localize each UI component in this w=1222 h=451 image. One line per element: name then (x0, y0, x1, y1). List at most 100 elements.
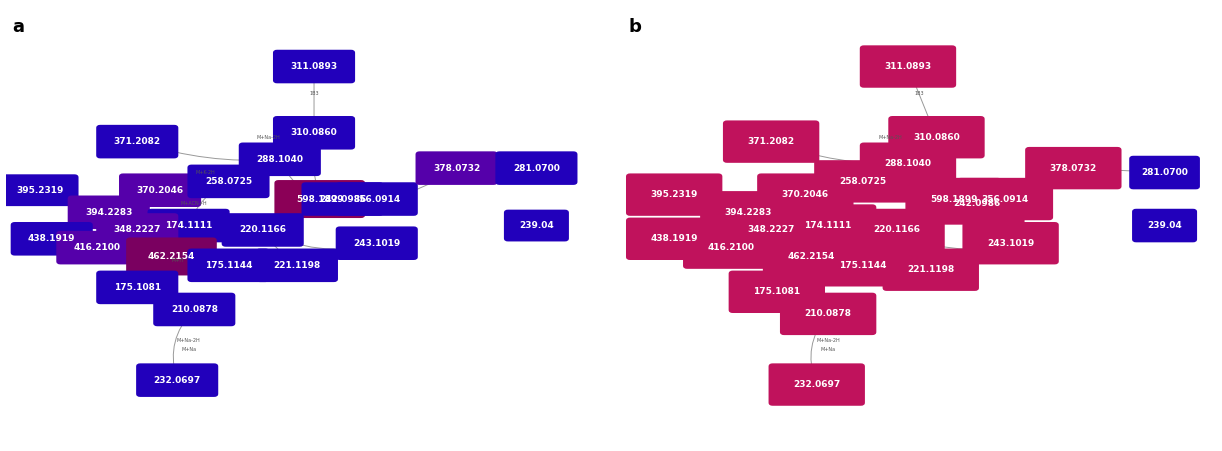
FancyArrowPatch shape (175, 228, 188, 254)
Text: 348.2227: 348.2227 (114, 226, 161, 235)
FancyBboxPatch shape (626, 217, 722, 260)
Text: 221.1198: 221.1198 (274, 261, 320, 270)
Text: 220.1166: 220.1166 (873, 226, 920, 235)
Text: 370.2046: 370.2046 (137, 186, 183, 195)
Text: 394.2283: 394.2283 (86, 208, 132, 217)
FancyBboxPatch shape (126, 238, 216, 276)
FancyBboxPatch shape (626, 174, 722, 216)
FancyBboxPatch shape (814, 160, 910, 202)
FancyBboxPatch shape (723, 120, 819, 163)
Text: M+Na-2H: M+Na-2H (816, 338, 840, 343)
FancyArrowPatch shape (43, 192, 105, 212)
FancyArrowPatch shape (811, 316, 826, 381)
FancyArrowPatch shape (774, 232, 808, 255)
Text: 175.1144: 175.1144 (205, 261, 252, 270)
FancyArrowPatch shape (814, 258, 859, 265)
Text: 242.0986: 242.0986 (319, 194, 367, 203)
FancyArrowPatch shape (139, 143, 276, 161)
Text: 175.1081: 175.1081 (114, 283, 161, 292)
Text: 288.1040: 288.1040 (885, 159, 931, 168)
Text: 370.2046: 370.2046 (782, 190, 829, 199)
Text: 281.0700: 281.0700 (1141, 168, 1188, 177)
Text: 395.2319: 395.2319 (650, 190, 698, 199)
Text: 175.1081: 175.1081 (753, 287, 800, 296)
FancyBboxPatch shape (255, 249, 338, 282)
FancyBboxPatch shape (153, 293, 236, 326)
FancyBboxPatch shape (336, 226, 418, 260)
FancyBboxPatch shape (136, 364, 219, 397)
FancyArrowPatch shape (55, 239, 94, 247)
FancyBboxPatch shape (957, 178, 1053, 220)
Text: 221.1198: 221.1198 (907, 265, 954, 274)
FancyBboxPatch shape (97, 271, 178, 304)
FancyArrowPatch shape (957, 199, 974, 202)
FancyBboxPatch shape (728, 271, 825, 313)
Text: 356.0914: 356.0914 (353, 194, 401, 203)
Text: M+Na: M+Na (821, 347, 836, 352)
FancyBboxPatch shape (723, 209, 819, 251)
Text: 416.2100: 416.2100 (708, 243, 755, 252)
FancyArrowPatch shape (112, 191, 158, 210)
FancyArrowPatch shape (734, 249, 808, 258)
Text: 598.1899: 598.1899 (296, 194, 343, 203)
FancyBboxPatch shape (2, 174, 78, 206)
Text: 258.0725: 258.0725 (205, 177, 252, 186)
FancyBboxPatch shape (11, 222, 93, 256)
FancyBboxPatch shape (780, 204, 876, 247)
Text: 210.0878: 210.0878 (804, 309, 852, 318)
FancyBboxPatch shape (187, 165, 270, 198)
Text: 242.0986: 242.0986 (953, 199, 1000, 208)
FancyArrowPatch shape (752, 195, 803, 211)
FancyBboxPatch shape (503, 210, 569, 241)
FancyBboxPatch shape (273, 116, 356, 150)
Text: 243.1019: 243.1019 (987, 239, 1034, 248)
Text: M+Na-2H: M+Na-2H (257, 135, 280, 140)
FancyArrowPatch shape (324, 170, 455, 202)
FancyBboxPatch shape (906, 178, 1002, 220)
FancyBboxPatch shape (1025, 147, 1122, 189)
FancyBboxPatch shape (56, 231, 138, 264)
Text: 378.0732: 378.0732 (433, 164, 480, 173)
Text: 378.0732: 378.0732 (1050, 164, 1097, 173)
FancyBboxPatch shape (882, 249, 979, 291)
FancyArrowPatch shape (780, 266, 859, 290)
Text: 239.04: 239.04 (1147, 221, 1182, 230)
FancyArrowPatch shape (750, 213, 825, 226)
Text: 311.0893: 311.0893 (291, 62, 337, 71)
Text: M+K-2H: M+K-2H (196, 170, 215, 175)
FancyArrowPatch shape (174, 258, 225, 266)
FancyArrowPatch shape (100, 249, 167, 257)
FancyBboxPatch shape (67, 196, 150, 229)
Text: 288.1040: 288.1040 (257, 155, 303, 164)
FancyArrowPatch shape (313, 136, 319, 195)
Text: 175.1144: 175.1144 (838, 261, 886, 270)
FancyArrowPatch shape (677, 196, 744, 212)
Text: a: a (12, 18, 24, 36)
FancyBboxPatch shape (758, 174, 853, 216)
Text: M+ACN+H: M+ACN+H (181, 201, 208, 206)
Text: M+H: M+H (171, 258, 183, 263)
FancyBboxPatch shape (275, 180, 365, 218)
FancyArrowPatch shape (831, 227, 893, 235)
FancyBboxPatch shape (763, 235, 859, 278)
FancyArrowPatch shape (899, 231, 1007, 249)
FancyArrowPatch shape (189, 183, 226, 222)
FancyBboxPatch shape (860, 46, 956, 88)
FancyBboxPatch shape (963, 222, 1058, 264)
Text: 281.0700: 281.0700 (513, 164, 560, 173)
Text: 310.0860: 310.0860 (913, 133, 959, 142)
Text: 310.0860: 310.0860 (291, 128, 337, 137)
Text: 348.2227: 348.2227 (748, 226, 794, 235)
FancyArrowPatch shape (1077, 168, 1162, 172)
Text: 462.2154: 462.2154 (787, 252, 835, 261)
Text: 239.04: 239.04 (519, 221, 554, 230)
FancyArrowPatch shape (898, 232, 927, 267)
FancyBboxPatch shape (148, 209, 230, 242)
FancyBboxPatch shape (238, 143, 321, 176)
FancyArrowPatch shape (141, 266, 226, 286)
FancyArrowPatch shape (191, 227, 259, 235)
FancyArrowPatch shape (909, 166, 949, 198)
FancyArrowPatch shape (174, 312, 192, 377)
FancyArrowPatch shape (139, 232, 169, 255)
FancyArrowPatch shape (265, 231, 373, 249)
